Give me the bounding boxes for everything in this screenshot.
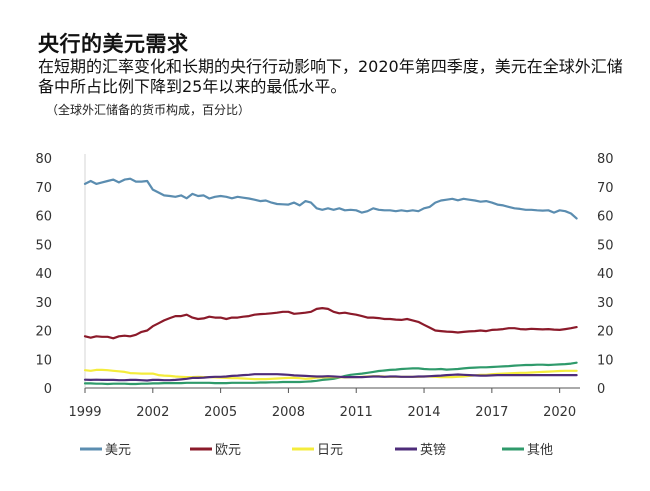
legend-label-4: 其他 [527,443,553,458]
y-tick-label-right: 60 [597,210,614,225]
series-line-4 [83,361,578,386]
legend-label-2: 日元 [317,443,343,458]
x-tick-label: 2014 [407,405,440,420]
legend-label-0: 美元 [105,443,131,458]
legend-label-3: 英镑 [420,442,446,458]
legend-label-1: 欧元 [215,443,241,458]
y-tick-label-left: 20 [35,325,52,340]
y-tick-label-right: 10 [597,353,614,368]
y-tick-label-right: 40 [597,267,614,282]
y-tick-label-left: 80 [35,152,52,167]
chart-note: （全球外汇储备的货币构成，百分比） [46,103,251,117]
y-tick-label-right: 80 [597,152,614,167]
x-tick-label: 2011 [340,405,373,420]
series-line-3 [83,373,578,382]
x-tick-label: 2008 [272,405,305,420]
series-line-0 [83,177,578,220]
y-tick-label-left: 10 [35,353,52,368]
y-tick-label-right: 30 [597,296,614,311]
y-tick-label-left: 30 [35,296,52,311]
y-tick-label-right: 50 [597,238,614,253]
x-tick-label: 2020 [543,405,576,420]
x-tick-label: 2002 [136,405,169,420]
x-tick-label: 2017 [475,405,508,420]
chart-lines [83,177,578,386]
y-tick-label-left: 40 [35,267,52,282]
y-tick-label-left: 60 [35,210,52,225]
chart-subtitle: 在短期的汇率变化和长期的央行行动影响下，2020年第四季度，美元在全球外汇储备中… [38,57,623,96]
y-tick-label-right: 70 [597,181,614,196]
x-tick-label: 2005 [204,405,237,420]
chart-title: 央行的美元需求 [38,32,189,56]
y-tick-label-right: 0 [597,382,605,397]
x-tick-label: 1999 [68,405,101,420]
series-line-1 [83,307,578,340]
y-tick-label-left: 50 [35,238,52,253]
y-tick-label-left: 0 [44,382,52,397]
y-tick-label-right: 20 [597,325,614,340]
y-tick-label-left: 70 [35,181,52,196]
chart-legend: 美元 欧元 日元 英镑 其他 [80,442,553,458]
